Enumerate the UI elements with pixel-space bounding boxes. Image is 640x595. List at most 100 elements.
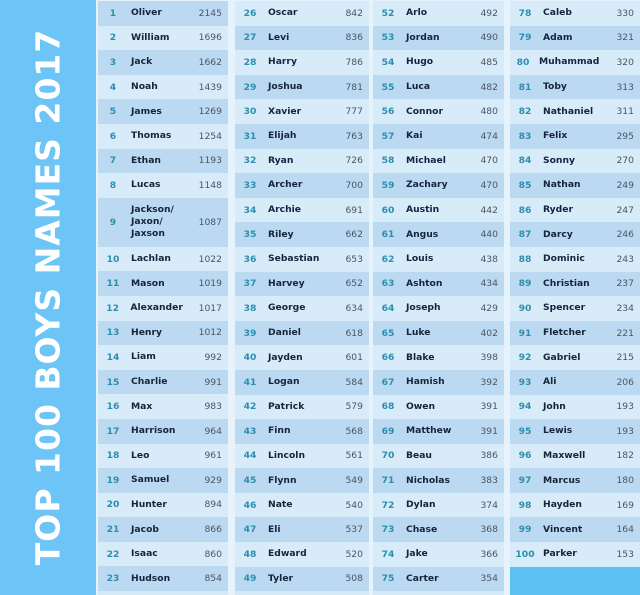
table-row: 78 Caleb 330 [510, 1, 640, 26]
rank-number: 29 [243, 81, 257, 93]
boy-name: Lewis [543, 425, 573, 437]
table-row: 10 Lachlan 1022 [98, 246, 228, 272]
table-row: 66 Blake 398 [373, 345, 504, 370]
boy-name: Nathaniel [543, 105, 594, 117]
boy-name: Carter [406, 572, 439, 584]
rank-number: 78 [518, 7, 532, 19]
table-row: 72 Dylan 374 [373, 492, 504, 518]
table-row: 49 Tyler 508 [235, 566, 369, 592]
boy-name: Muhammad [538, 56, 600, 68]
rank-number: 10 [106, 253, 120, 265]
rank-number: 100 [515, 548, 535, 560]
rank-number: 56 [381, 106, 395, 118]
table-row: 40 Jayden 601 [235, 345, 369, 370]
table-row: 31 Elijah 763 [235, 123, 369, 149]
rank-number: 82 [518, 106, 532, 118]
table-row: 80 Muhammad 320 [510, 50, 640, 75]
table-row: 41 Logan 584 [235, 369, 369, 395]
boy-name: Patrick [268, 400, 305, 412]
boy-name: Lachlan [131, 253, 171, 265]
name-count: 568 [345, 425, 363, 437]
name-count: 662 [345, 229, 363, 241]
rank-number: 9 [109, 216, 117, 228]
boy-name: Dominic [543, 253, 585, 265]
table-row: 15 Charlie 991 [98, 369, 228, 395]
boy-name: Tyler [268, 572, 294, 584]
boy-name: Vincent [543, 523, 583, 535]
table-row: 59 Zachary 470 [373, 173, 504, 198]
name-count: 763 [345, 130, 363, 142]
rank-number: 98 [518, 499, 532, 511]
boy-name: Michael [406, 154, 446, 166]
rank-number: 36 [243, 253, 257, 265]
boy-name: Liam [131, 351, 156, 363]
name-count: 652 [345, 278, 363, 290]
rank-number: 80 [516, 56, 530, 68]
name-count: 1012 [198, 327, 222, 339]
name-count: 321 [616, 32, 634, 44]
boy-name: Fletcher [543, 327, 586, 339]
rank-number: 52 [381, 7, 395, 19]
name-count: 1148 [198, 179, 222, 191]
rank-number: 15 [106, 376, 120, 388]
name-count: 434 [480, 278, 498, 290]
table-row: 27 Levi 836 [235, 25, 369, 51]
name-count: 193 [616, 401, 634, 413]
boy-name: Max [131, 400, 153, 412]
boy-name: Connor [406, 105, 443, 117]
table-row: 22 Isaac 860 [98, 541, 228, 567]
rank-number: 16 [106, 401, 120, 413]
table-row: 52 Arlo 492 [373, 1, 504, 26]
table-row: 3 Jack 1662 [98, 50, 228, 75]
rank-number: 72 [381, 499, 395, 511]
table-row: 82 Nathaniel 311 [510, 99, 640, 124]
table-row: 29 Joshua 781 [235, 74, 369, 100]
name-count: 860 [204, 548, 222, 560]
rank-number: 66 [381, 352, 395, 364]
rank-number: 6 [109, 130, 117, 142]
name-count: 1087 [198, 216, 222, 228]
boy-name: Joseph [406, 302, 441, 314]
table-row: 30 Xavier 777 [235, 99, 369, 124]
table-row: 99 Vincent 164 [510, 517, 640, 543]
boy-name: Logan [268, 376, 300, 388]
table-row: 79 Adam 321 [510, 25, 640, 51]
boy-name: Austin [406, 204, 440, 216]
table-row: 16 Max 983 [98, 394, 228, 419]
rank-number: 32 [243, 155, 257, 167]
boy-name: Sonny [543, 154, 575, 166]
rank-number: 57 [381, 130, 395, 142]
rank-number: 43 [243, 425, 257, 437]
rank-number: 31 [243, 130, 257, 142]
table-row: 69 Matthew 391 [373, 419, 504, 444]
boy-name: Hamish [406, 376, 445, 388]
boy-name: Chase [406, 523, 438, 535]
rank-number: 88 [518, 253, 532, 265]
table-row: 8 Lucas 1148 [98, 173, 228, 198]
rank-number: 60 [381, 204, 395, 216]
boy-name: John [543, 400, 566, 412]
name-count: 584 [345, 376, 363, 388]
table-row: 60 Austin 442 [373, 197, 504, 223]
boy-name: Ali [543, 376, 557, 388]
table-row: 98 Hayden 169 [510, 492, 640, 518]
table-row: 96 Maxwell 182 [510, 443, 640, 469]
table-row: 56 Connor 480 [373, 99, 504, 124]
rank-number: 22 [106, 548, 120, 560]
rank-number: 39 [243, 327, 257, 339]
name-count: 854 [204, 573, 222, 585]
rank-number: 79 [518, 32, 532, 44]
name-count: 1019 [198, 278, 222, 290]
table-row: 81 Toby 313 [510, 74, 640, 100]
name-count: 983 [204, 401, 222, 413]
name-count: 474 [480, 130, 498, 142]
name-count: 618 [345, 327, 363, 339]
table-row: 85 Nathan 249 [510, 173, 640, 198]
rank-number: 3 [109, 56, 117, 68]
name-count: 653 [345, 253, 363, 265]
boy-name: Lucas [131, 179, 161, 191]
rank-number: 59 [381, 179, 395, 191]
boy-name: Parker [543, 548, 577, 560]
boy-name: Gabriel [543, 351, 581, 363]
boy-name: Flynn [268, 474, 297, 486]
